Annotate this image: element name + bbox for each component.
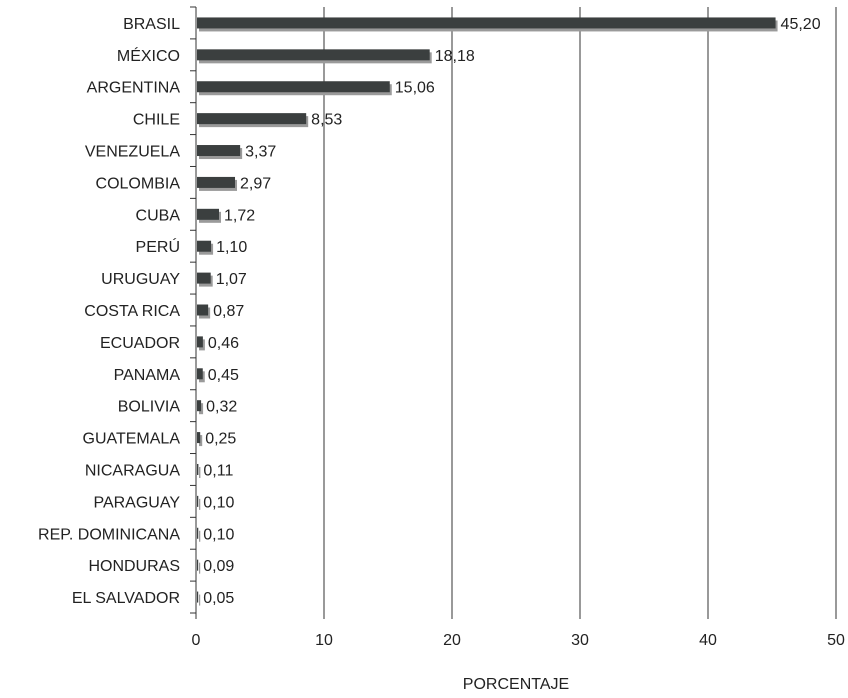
value-label: 0,10	[203, 494, 234, 511]
x-tick-label: 40	[699, 632, 717, 649]
category-label: NICARAGUA	[85, 462, 180, 479]
bar-shadow	[199, 435, 203, 447]
category-label: VENEZUELA	[85, 144, 180, 161]
bar	[197, 559, 199, 571]
bar	[197, 17, 776, 29]
category-label: COLOMBIA	[96, 175, 181, 192]
value-label: 2,97	[240, 175, 271, 192]
bar	[197, 432, 201, 444]
value-label: 0,11	[203, 462, 233, 479]
value-label: 0,87	[213, 303, 244, 320]
bar-shadow	[199, 466, 201, 478]
bar	[197, 176, 236, 188]
category-label: GUATEMALA	[83, 431, 181, 448]
bar	[197, 304, 209, 316]
grid-layer	[323, 7, 837, 613]
bar	[197, 49, 430, 61]
bar	[197, 113, 307, 125]
bar-shadow	[199, 562, 201, 574]
value-label: 0,05	[203, 590, 234, 607]
label-layer: 0 10 20 30 40 50 BRASIL 45,20 MÉXICO 18,18 ARGENTI…	[38, 16, 845, 649]
category-label: BRASIL	[123, 16, 180, 33]
value-label: 0,32	[206, 399, 237, 416]
value-label: 18,18	[435, 48, 475, 65]
bar-layer	[197, 17, 778, 606]
x-tick-label: 30	[571, 632, 589, 649]
bar	[197, 463, 199, 475]
category-label: BOLIVIA	[118, 399, 181, 416]
category-label: PARAGUAY	[93, 494, 180, 511]
category-label: PANAMA	[114, 367, 181, 384]
bar-shadow	[199, 594, 201, 606]
value-label: 0,25	[205, 431, 236, 448]
bar	[197, 272, 211, 284]
value-label: 0,46	[208, 335, 239, 352]
value-label: 1,07	[216, 271, 247, 288]
x-tick-label: 10	[315, 632, 333, 649]
value-label: 45,20	[781, 16, 821, 33]
bar-shadow	[199, 498, 201, 510]
bar	[197, 336, 203, 348]
category-label: PERÚ	[136, 237, 180, 256]
value-label: 3,37	[245, 144, 276, 161]
bar	[197, 368, 203, 380]
value-label: 0,09	[203, 558, 234, 575]
value-label: 1,72	[224, 207, 255, 224]
x-tick-label: 50	[827, 632, 845, 649]
value-label: 15,06	[395, 80, 435, 97]
x-tick-label: 0	[192, 632, 201, 649]
value-label: 0,45	[208, 367, 239, 384]
bar	[197, 591, 199, 603]
x-tick-label: 20	[443, 632, 461, 649]
category-label: HONDURAS	[88, 558, 180, 575]
bar	[197, 527, 199, 539]
bar-shadow	[199, 530, 201, 542]
category-label: CHILE	[133, 112, 180, 129]
category-label: URUGUAY	[101, 271, 180, 288]
bar	[197, 400, 202, 412]
category-label: EL SALVADOR	[72, 590, 180, 607]
bar	[197, 81, 390, 93]
category-label: CUBA	[136, 207, 181, 224]
bar	[197, 495, 199, 507]
bar	[197, 145, 241, 157]
value-label: 1,10	[216, 239, 247, 256]
category-label: ECUADOR	[100, 335, 180, 352]
category-label: MÉXICO	[117, 46, 180, 65]
bar	[197, 208, 220, 220]
category-label: REP. DOMINICANA	[38, 526, 180, 543]
axis-layer	[190, 6, 837, 619]
category-label: ARGENTINA	[87, 80, 181, 97]
x-axis-title: PORCENTAJE	[463, 676, 569, 693]
bar	[197, 240, 212, 252]
value-label: 0,10	[203, 526, 234, 543]
value-label: 8,53	[311, 112, 342, 129]
category-label: COSTA RICA	[84, 303, 180, 320]
